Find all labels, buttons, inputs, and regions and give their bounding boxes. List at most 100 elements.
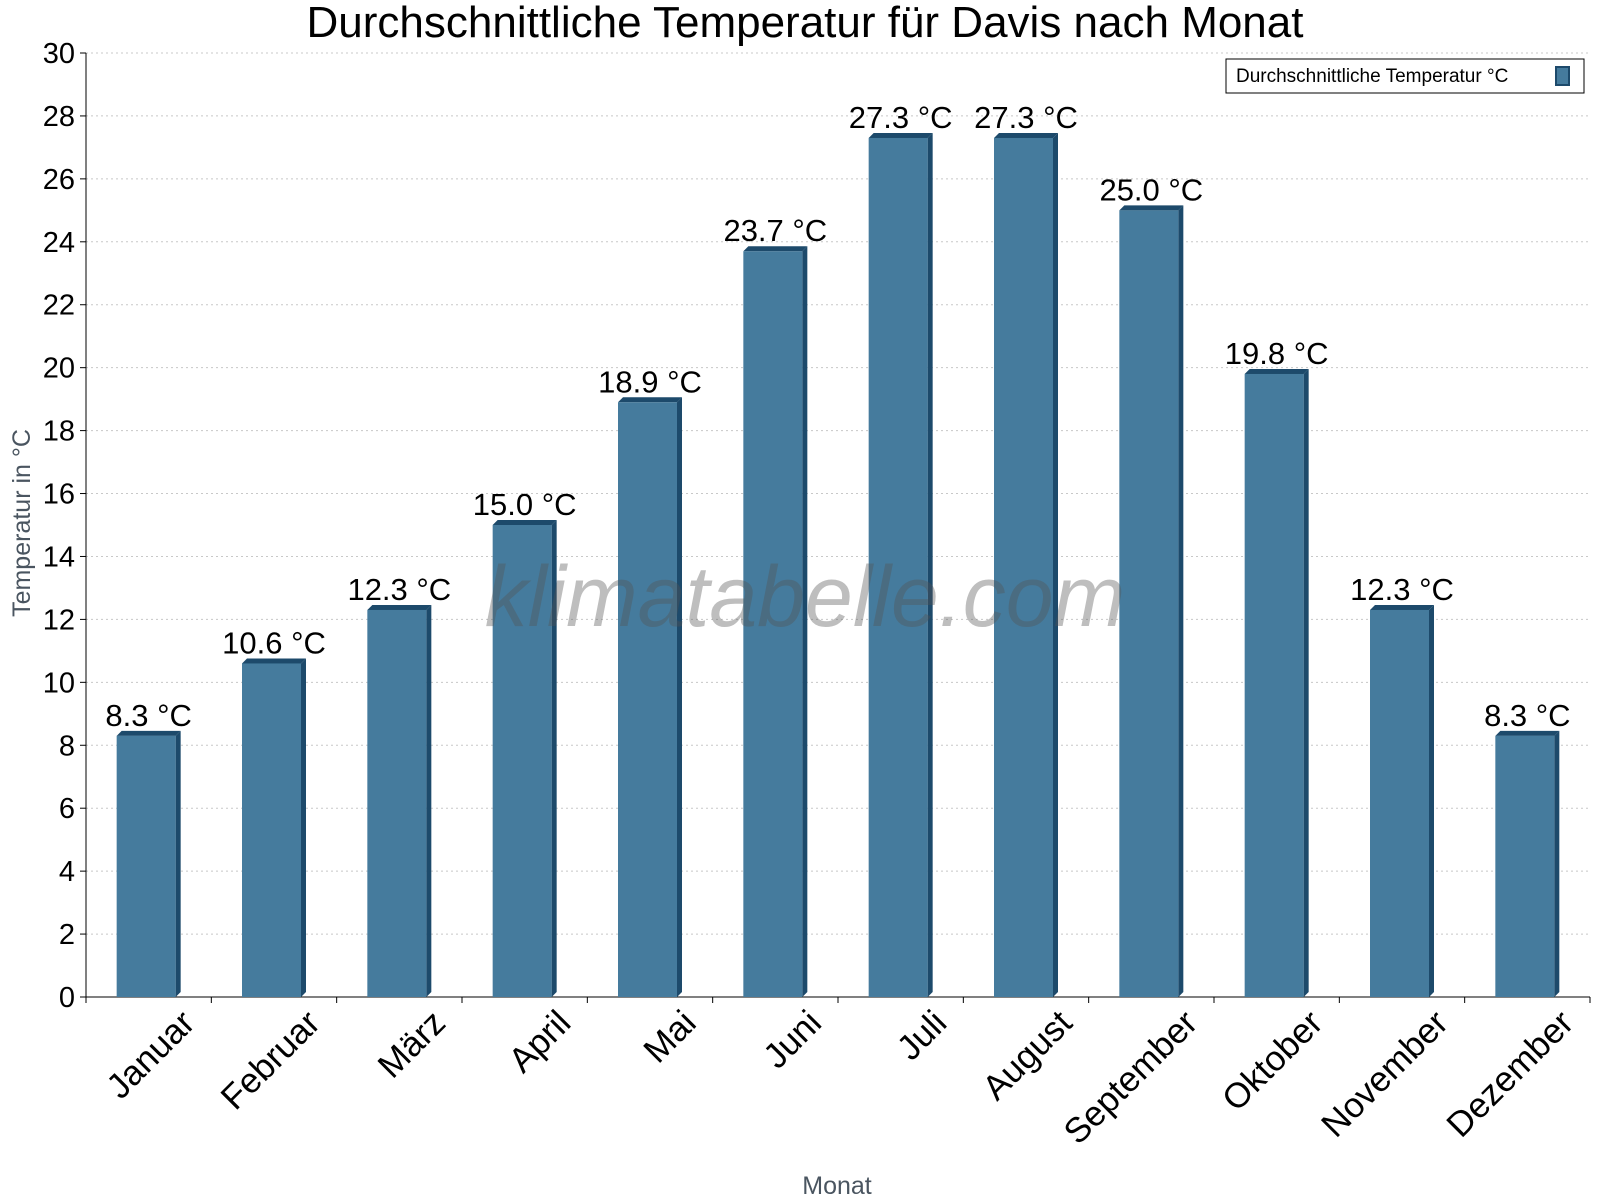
bar-face xyxy=(1119,210,1179,998)
legend-box xyxy=(1225,58,1585,94)
bar xyxy=(242,658,306,997)
data-label: 27.3 °C xyxy=(974,100,1078,135)
data-label: 27.3 °C xyxy=(849,100,953,135)
bar xyxy=(618,397,682,997)
y-tick-label: 20 xyxy=(43,353,75,385)
data-labels: 8.3 °C 10.6 °C 12.3 °C 15.0 °C 18.9 °C 23.7 °… xyxy=(105,100,1570,733)
y-axis-title: Temperatur in °C xyxy=(8,429,36,617)
bar-top xyxy=(1119,205,1184,211)
x-tick-label: August xyxy=(975,1003,1080,1108)
grid-lines xyxy=(86,52,1590,935)
bar-face xyxy=(1244,373,1304,998)
x-tick-label: Juli xyxy=(890,1003,955,1068)
bar xyxy=(1495,730,1560,997)
bar-side xyxy=(1554,730,1560,997)
bar-face xyxy=(994,137,1053,997)
x-tick-label: Juni xyxy=(756,1003,829,1076)
data-label: 15.0 °C xyxy=(473,487,577,522)
data-label: 12.3 °C xyxy=(1350,572,1454,607)
bar-side xyxy=(1178,205,1184,998)
bars xyxy=(116,132,1560,998)
y-tick-label: 16 xyxy=(43,479,75,511)
bar xyxy=(994,132,1058,997)
x-tick-label: Oktober xyxy=(1215,1003,1331,1119)
bar-top xyxy=(492,520,557,525)
y-tick-label: 0 xyxy=(59,982,75,1014)
bar xyxy=(1244,368,1309,998)
x-tick-label: Dezember xyxy=(1439,1003,1581,1145)
bar-side xyxy=(802,246,808,998)
y-tick-label: 26 xyxy=(43,164,75,196)
bar-side xyxy=(1053,132,1058,997)
y-tick-label: 2 xyxy=(59,919,75,951)
y-tick-label: 8 xyxy=(59,730,75,762)
y-tick-label: 4 xyxy=(59,856,75,888)
watermark-text: klimatabelle.com xyxy=(485,549,1125,645)
legend: Durchschnittliche Temperatur °C xyxy=(1225,58,1585,94)
chart-title: Durchschnittliche Temperatur für Davis n… xyxy=(307,0,1304,47)
bar-side xyxy=(426,604,432,997)
y-tick-label: 14 xyxy=(43,541,75,573)
bar-side xyxy=(927,132,933,997)
bar-side xyxy=(1303,368,1309,998)
bar-face xyxy=(1495,735,1555,997)
bar-side xyxy=(175,730,181,997)
x-axis-title: Monat xyxy=(802,1172,872,1200)
bar-side xyxy=(677,397,682,997)
bar-face xyxy=(492,525,552,997)
bar-top xyxy=(367,604,432,610)
x-tick-label: Februar xyxy=(213,1003,327,1117)
bar-face xyxy=(868,137,928,997)
x-tick-label: Januar xyxy=(99,1003,202,1106)
bar xyxy=(868,132,933,997)
bar-top xyxy=(994,132,1058,138)
legend-swatch xyxy=(1555,66,1570,86)
data-label: 8.3 °C xyxy=(1484,698,1571,733)
x-tick-label: Mai xyxy=(636,1003,703,1070)
legend-label: Durchschnittliche Temperatur °C xyxy=(1236,66,1508,87)
bar-face xyxy=(367,609,427,997)
bar-face xyxy=(743,251,803,998)
bar-side xyxy=(1429,604,1434,997)
y-tick-label: 12 xyxy=(43,604,75,636)
bar-top xyxy=(116,730,181,736)
bar xyxy=(367,604,432,997)
data-label: 18.9 °C xyxy=(598,364,702,399)
bar-face xyxy=(1370,609,1429,997)
bar xyxy=(492,520,557,997)
y-tick-label: 10 xyxy=(43,667,75,699)
x-tick-label: März xyxy=(370,1003,453,1086)
bar-top xyxy=(743,246,808,252)
data-label: 8.3 °C xyxy=(105,698,192,733)
data-label: 10.6 °C xyxy=(222,625,326,660)
data-label: 12.3 °C xyxy=(347,572,451,607)
data-label: 19.8 °C xyxy=(1225,336,1329,371)
bar-top xyxy=(242,658,306,664)
x-axis: Januar Februar März April Mai Juni Juli AugustS… xyxy=(85,996,1591,1152)
bar-top xyxy=(618,397,682,403)
bar-top xyxy=(1244,368,1309,374)
bar-top xyxy=(1370,604,1434,610)
data-label: 25.0 °C xyxy=(1099,172,1203,207)
data-label: 23.7 °C xyxy=(723,213,827,248)
bar xyxy=(743,246,808,998)
bar-face xyxy=(242,663,301,997)
x-tick-label: November xyxy=(1314,1003,1456,1145)
bar xyxy=(1119,205,1184,998)
x-tick-label: April xyxy=(501,1003,578,1080)
y-tick-label: 28 xyxy=(43,101,75,133)
bar-side xyxy=(301,658,306,997)
bar-face xyxy=(618,402,677,997)
bar-side xyxy=(551,520,557,997)
x-tick-label: September xyxy=(1056,1003,1205,1152)
y-tick-label: 30 xyxy=(43,38,75,70)
bar xyxy=(116,730,181,997)
y-tick-label: 22 xyxy=(43,290,75,322)
bar xyxy=(1370,604,1434,997)
bar-top xyxy=(868,132,933,138)
y-tick-label: 24 xyxy=(43,227,75,259)
bar-face xyxy=(116,735,176,997)
y-tick-label: 18 xyxy=(43,416,75,448)
